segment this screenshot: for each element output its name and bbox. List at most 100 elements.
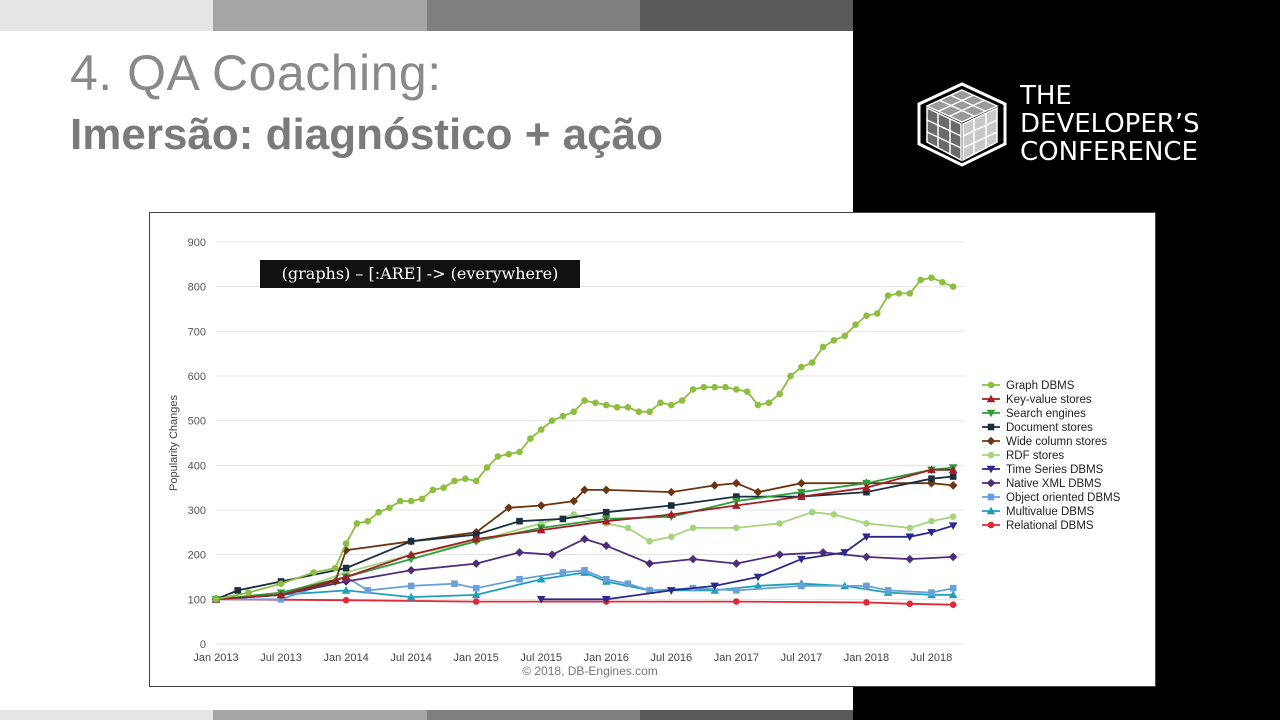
legend-marker [987, 423, 995, 431]
point-graph-dbms [462, 475, 469, 483]
point-multivalue-dbms [406, 592, 416, 601]
point-document-stores [342, 564, 350, 572]
point-graph-dbms [548, 417, 556, 424]
point-graph-dbms [407, 497, 415, 505]
point-wide-column-stores [948, 481, 958, 490]
legend-marker [986, 465, 996, 474]
point-relational-dbms [342, 596, 350, 604]
point-graph-dbms [375, 508, 382, 516]
point-multivalue-dbms [471, 590, 481, 599]
point-native-xml-dbms [580, 534, 589, 544]
point-graph-dbms [765, 399, 773, 407]
point-document-stores [516, 517, 523, 525]
point-graph-dbms [440, 484, 447, 491]
point-rdf-stores [733, 524, 740, 532]
point-graph-dbms [808, 359, 816, 366]
legend-marker [987, 451, 995, 459]
point-key-value-stores [601, 516, 611, 525]
point-rdf-stores [808, 508, 816, 516]
point-relational-dbms [863, 599, 870, 606]
point-native-xml-dbms [905, 554, 915, 564]
point-relational-dbms [733, 598, 740, 605]
point-rdf-stores [668, 533, 675, 541]
point-multivalue-dbms [341, 586, 351, 594]
decor-segment [639, 0, 853, 31]
point-graph-dbms [537, 426, 545, 433]
conference-logo-text: THE DEVELOPER’S CONFERENCE [1020, 82, 1200, 166]
point-object-oriented-dbms [928, 589, 935, 596]
point-key-value-stores [948, 465, 958, 474]
point-object-oriented-dbms [364, 587, 372, 594]
point-key-value-stores [732, 501, 741, 509]
point-time-series-dbms [710, 582, 719, 591]
legend-marker [986, 478, 996, 488]
annotation-box [260, 260, 580, 288]
point-graph-dbms [245, 589, 252, 596]
point-key-value-stores [667, 510, 676, 518]
point-object-oriented-dbms [277, 596, 285, 603]
point-graph-dbms [310, 569, 317, 576]
point-graph-dbms [776, 390, 784, 398]
decor-segment [0, 0, 214, 31]
point-native-xml-dbms [645, 559, 654, 568]
x-tick-label: Jul 2014 [390, 652, 432, 664]
point-graph-dbms [494, 453, 502, 460]
legend-label: Time Series DBMS [1006, 464, 1104, 476]
point-graph-dbms [917, 276, 924, 284]
legend-label: Search engines [1006, 408, 1086, 420]
point-wide-column-stores [536, 501, 546, 510]
slide-subtitle: Imersão: diagnóstico + ação [70, 110, 663, 159]
point-document-stores [668, 502, 675, 509]
y-tick-label: 300 [188, 505, 206, 517]
point-object-oriented-dbms [516, 575, 523, 583]
point-graph-dbms [353, 520, 361, 527]
point-document-stores [472, 531, 480, 538]
point-graph-dbms [798, 363, 805, 371]
point-wide-column-stores [601, 485, 611, 495]
point-key-value-stores [276, 590, 286, 599]
point-graph-dbms [678, 397, 686, 404]
point-graph-dbms [364, 517, 372, 525]
point-rdf-stores [928, 517, 935, 525]
point-graph-dbms [331, 564, 339, 572]
point-wide-column-stores [710, 481, 719, 490]
point-document-stores [733, 493, 740, 500]
point-object-oriented-dbms [407, 582, 415, 590]
point-document-stores [949, 473, 957, 480]
legend-label: Relational DBMS [1006, 520, 1094, 532]
point-graph-dbms [722, 383, 729, 391]
point-native-xml-dbms [775, 550, 785, 559]
point-graph-dbms [711, 383, 718, 391]
point-graph-dbms [787, 372, 794, 380]
x-tick-label: Jan 2013 [193, 652, 238, 664]
legend-label: Graph DBMS [1006, 380, 1075, 392]
point-graph-dbms [277, 580, 285, 587]
point-rdf-stores [906, 524, 914, 532]
point-graph-dbms [613, 403, 621, 411]
point-rdf-stores [776, 520, 784, 527]
point-graph-dbms [743, 388, 751, 395]
point-graph-dbms [516, 448, 523, 456]
chart-container: 0 100 200 300 400 500 600 700 800 900 Jan 2013 Jul … [149, 212, 1156, 687]
point-rdf-stores [624, 524, 632, 532]
point-rdf-stores [689, 524, 697, 532]
point-graph-dbms [570, 408, 578, 416]
point-object-oriented-dbms [798, 582, 805, 590]
logo-line: CONFERENCE [1020, 137, 1198, 167]
point-graph-dbms [895, 290, 903, 297]
point-object-oriented-dbms [884, 587, 892, 594]
point-object-oriented-dbms [863, 582, 870, 590]
point-rdf-stores [863, 520, 870, 527]
point-object-oriented-dbms [646, 587, 653, 594]
point-document-stores [407, 537, 415, 545]
y-tick-label: 0 [200, 639, 206, 651]
x-tick-label: Jul 2015 [520, 652, 562, 664]
x-tick-label: Jan 2018 [844, 652, 889, 664]
point-document-stores [559, 515, 567, 523]
point-graph-dbms [418, 495, 426, 503]
point-graph-dbms [928, 274, 935, 282]
point-graph-dbms [884, 292, 892, 299]
point-graph-dbms [733, 386, 740, 393]
annotation-text: (graphs) – [:ARE] -> (everywhere) [282, 264, 559, 283]
point-wide-column-stores [330, 577, 340, 586]
